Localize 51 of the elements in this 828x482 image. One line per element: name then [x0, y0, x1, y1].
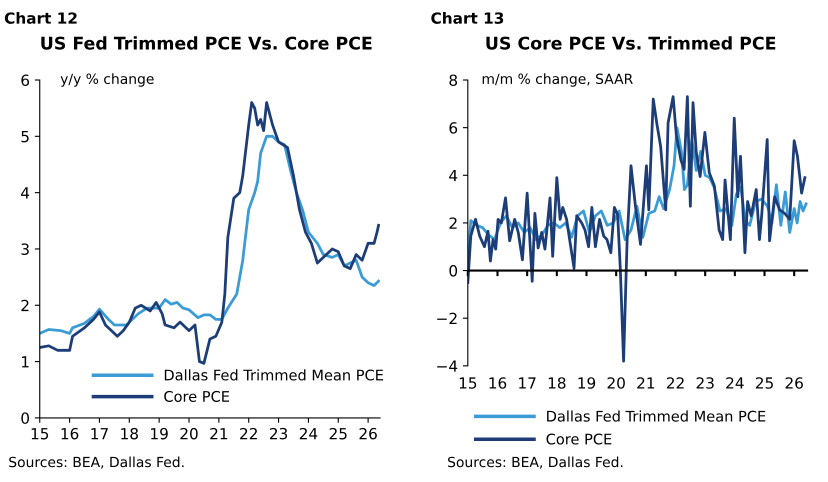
- chart-title: US Fed Trimmed PCE Vs. Core PCE: [41, 36, 372, 50]
- caption: Chart 12: [4, 12, 77, 24]
- x-tick-label: 20: [180, 428, 198, 440]
- x-tick-label: 26: [786, 377, 803, 389]
- source-note: Sources: BEA, Dallas Fed.: [448, 456, 622, 469]
- y-tick-label: 1: [22, 356, 29, 368]
- legend-label: Dallas Fed Trimmed Mean PCE: [547, 410, 766, 422]
- x-tick-label: 17: [91, 428, 108, 440]
- x-tick-label: 16: [489, 377, 506, 389]
- x-tick-label: 20: [608, 377, 625, 389]
- chart-subtitle: m/m % change, SAAR: [482, 73, 633, 87]
- x-tick-label: 19: [151, 428, 168, 440]
- x-tick-label: 25: [756, 377, 773, 389]
- x-tick-label: 21: [637, 377, 654, 389]
- x-tick-label: 24: [300, 428, 318, 440]
- x-tick-label: 15: [460, 377, 476, 389]
- y-tick-label: −2: [437, 312, 457, 324]
- legend-label: Dallas Fed Trimmed Mean PCE: [164, 369, 384, 381]
- x-tick-label: 17: [519, 377, 536, 389]
- x-tick-label: 24: [726, 377, 744, 389]
- x-tick-label: 18: [548, 377, 566, 389]
- chart-subtitle: y/y % change: [60, 73, 154, 87]
- x-tick-label: 22: [666, 377, 684, 389]
- y-tick-label: 2: [21, 300, 28, 312]
- y-tick-label: 5: [21, 130, 29, 142]
- legend-label: Core PCE: [164, 390, 230, 402]
- x-tick-label: 19: [578, 377, 596, 389]
- y-tick-label: −4: [437, 360, 458, 372]
- legend-label: Core PCE: [546, 434, 612, 445]
- x-tick-label: 22: [240, 428, 257, 440]
- y-tick-label: 6: [21, 74, 30, 86]
- caption: Chart 13: [431, 12, 504, 24]
- x-tick-label: 23: [270, 428, 288, 440]
- x-tick-label: 21: [210, 428, 228, 440]
- x-tick-label: 25: [330, 428, 347, 440]
- x-tick-label: 23: [696, 377, 714, 389]
- y-tick-label: 3: [21, 243, 29, 255]
- x-tick-label: 26: [360, 428, 377, 440]
- y-tick-label: 2: [449, 217, 457, 229]
- y-tick-label: 4: [449, 170, 458, 182]
- x-tick-label: 16: [62, 428, 78, 440]
- source-note: Sources: BEA, Dallas Fed.: [9, 456, 184, 469]
- y-tick-label: 6: [449, 122, 458, 134]
- x-tick-label: 18: [121, 428, 138, 440]
- line-series: [40, 101, 380, 365]
- chart-title: US Core PCE Vs. Trimmed PCE: [486, 36, 776, 50]
- y-tick-label: 0: [449, 265, 458, 277]
- y-tick-label: 8: [449, 74, 458, 86]
- x-tick-label: 15: [32, 428, 48, 440]
- y-tick-label: 0: [21, 412, 30, 424]
- y-tick-label: 4: [21, 187, 30, 198]
